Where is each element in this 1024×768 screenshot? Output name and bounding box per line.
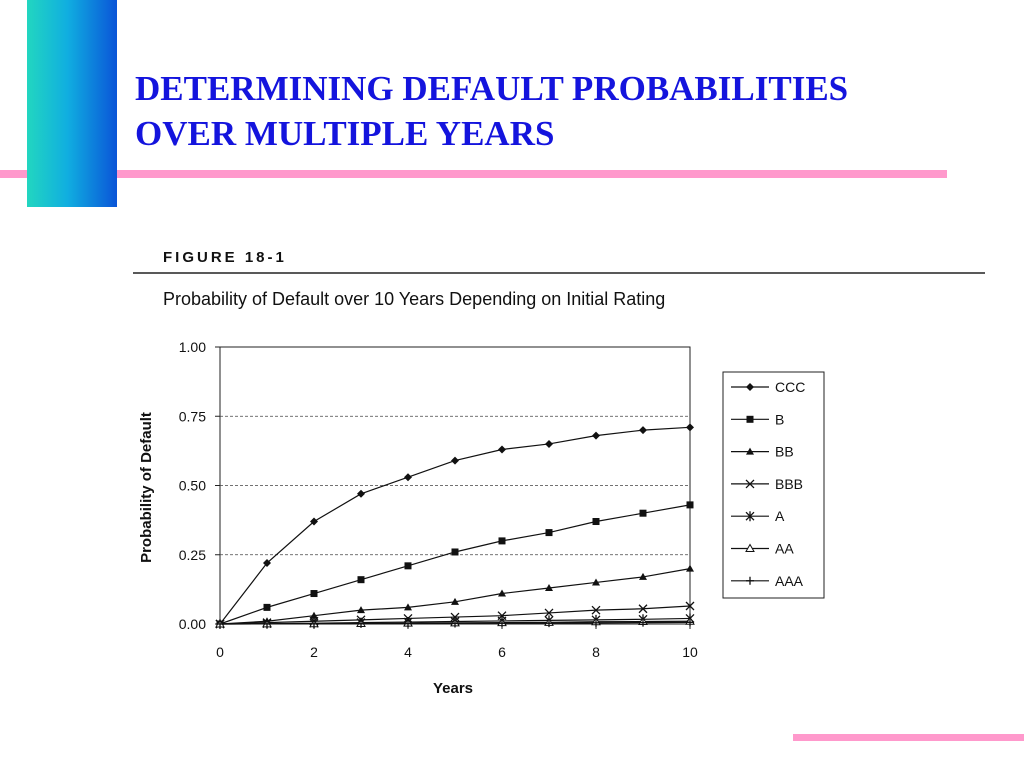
data-point-bb xyxy=(451,597,459,605)
legend-label-bbb: BBB xyxy=(775,476,803,492)
data-point-b xyxy=(592,518,600,526)
data-point-b xyxy=(310,590,318,598)
x-tick-label: 4 xyxy=(404,644,412,660)
data-point-aaa xyxy=(451,619,459,628)
slide-title: DETERMINING DEFAULT PROBABILITIES OVER M… xyxy=(135,66,965,156)
legend-marker-b xyxy=(746,415,754,423)
data-point-aaa xyxy=(263,619,271,628)
slide-accent-bar xyxy=(27,0,117,207)
footer-rule xyxy=(793,734,1024,741)
data-point-bb xyxy=(357,606,365,614)
data-point-aaa xyxy=(404,619,412,628)
x-tick-label: 2 xyxy=(310,644,318,660)
legend-label-bb: BB xyxy=(775,444,794,460)
legend-label-aa: AA xyxy=(775,541,794,557)
title-rule-right xyxy=(117,170,947,178)
legend-label-a: A xyxy=(775,508,785,524)
x-tick-label: 0 xyxy=(216,644,224,660)
data-point-b xyxy=(639,509,647,517)
legend-label-ccc: CCC xyxy=(775,379,805,395)
data-point-bbb xyxy=(638,604,648,614)
data-point-aaa xyxy=(545,619,553,628)
data-point-bbb xyxy=(591,605,601,615)
data-point-bb xyxy=(498,589,506,597)
y-tick-label: 0.00 xyxy=(179,616,206,632)
y-tick-label: 1.00 xyxy=(179,339,206,355)
series-line-bb xyxy=(219,568,691,625)
y-tick-label: 0.25 xyxy=(179,547,206,563)
data-point-ccc xyxy=(451,456,459,465)
data-point-aaa xyxy=(686,618,694,627)
data-point-bb xyxy=(545,583,553,591)
data-point-aaa xyxy=(592,618,600,627)
data-point-bb xyxy=(404,603,412,611)
legend-label-aaa: AAA xyxy=(775,573,804,589)
slide-title-line-1: DETERMINING DEFAULT PROBABILITIES xyxy=(135,69,849,108)
legend-marker-ccc xyxy=(746,383,754,391)
legend-marker-aa xyxy=(745,543,755,552)
data-point-b xyxy=(263,603,271,611)
data-point-ccc xyxy=(310,517,318,526)
data-point-bb xyxy=(592,578,600,586)
data-point-aaa xyxy=(357,619,365,628)
data-point-bbb xyxy=(685,601,695,611)
y-tick-label: 0.50 xyxy=(179,478,206,494)
data-point-ccc xyxy=(404,473,412,482)
data-point-ccc xyxy=(545,439,553,448)
x-tick-label: 10 xyxy=(682,644,698,660)
data-point-aaa xyxy=(498,619,506,628)
x-tick-label: 8 xyxy=(592,644,600,660)
legend-marker-bb xyxy=(746,447,754,455)
x-axis-title: Years xyxy=(433,680,473,697)
figure-label: FIGURE 18-1 xyxy=(163,249,287,266)
data-point-ccc xyxy=(498,445,506,454)
data-point-b xyxy=(498,537,506,545)
data-point-ccc xyxy=(639,426,647,435)
slide-title-line-2: OVER MULTIPLE YEARS xyxy=(135,114,555,153)
data-point-b xyxy=(357,576,365,584)
data-point-b xyxy=(545,529,553,537)
y-tick-label: 0.75 xyxy=(179,408,206,424)
data-point-bb xyxy=(639,572,647,580)
legend-marker-bbb xyxy=(745,479,755,489)
legend-marker-aaa xyxy=(746,576,754,585)
y-axis-title: Probability of Default xyxy=(138,412,155,563)
data-point-ccc xyxy=(357,489,365,498)
plot-area: 0.00 0.25 0.50 0.75 1.00 0 2 4 6 8 10 Years Probabil… xyxy=(138,339,698,697)
data-point-aaa xyxy=(310,619,318,628)
data-point-ccc xyxy=(686,423,694,432)
data-point-bb xyxy=(310,611,318,619)
legend-label-b: B xyxy=(775,411,784,427)
legend-marker-a xyxy=(745,511,755,522)
data-point-aaa xyxy=(216,620,224,628)
data-point-bbb xyxy=(544,608,554,618)
data-point-b xyxy=(451,548,459,556)
figure-caption: Probability of Default over 10 Years Dep… xyxy=(163,289,665,309)
data-point-ccc xyxy=(592,431,600,440)
data-point-ccc xyxy=(263,559,271,568)
data-point-bb xyxy=(686,564,694,572)
data-point-b xyxy=(404,562,412,570)
title-rule-left xyxy=(0,170,27,178)
legend-box xyxy=(722,371,825,599)
series-line-b xyxy=(219,504,691,625)
x-tick-label: 6 xyxy=(498,644,506,660)
data-point-b xyxy=(686,501,694,509)
data-point-aaa xyxy=(639,618,647,627)
